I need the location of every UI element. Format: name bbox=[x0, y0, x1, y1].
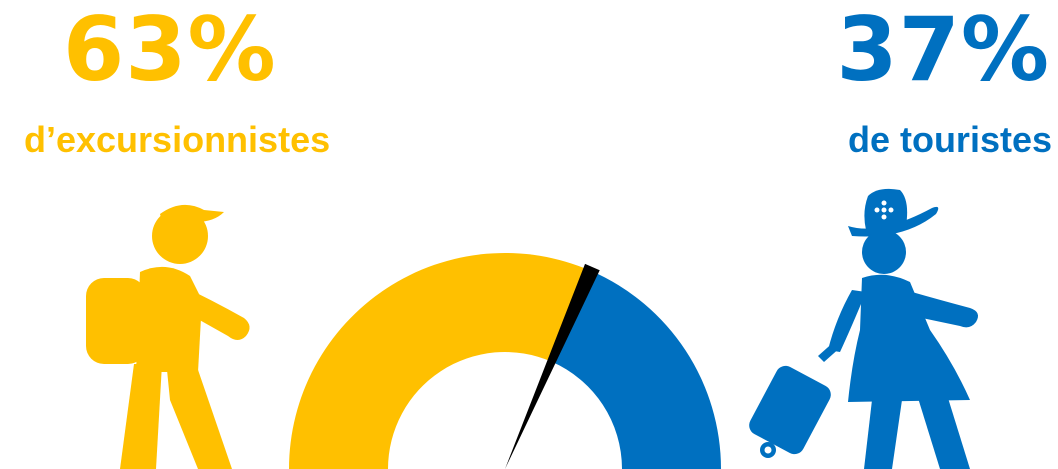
excursionists-label: d’excursionnistes bbox=[24, 119, 331, 160]
gauge bbox=[289, 253, 721, 469]
tourists-percent: 37% bbox=[836, 0, 1050, 101]
gauge-needle bbox=[505, 263, 600, 469]
gauge-segment-tourists bbox=[551, 270, 721, 469]
traveler-with-suitcase-icon bbox=[749, 188, 978, 469]
hat-flower-icon bbox=[874, 200, 894, 220]
hiker-with-backpack-icon bbox=[86, 204, 250, 469]
gauge-segment-excursionists bbox=[289, 253, 591, 469]
excursionists-percent: 63% bbox=[63, 0, 277, 101]
tourists-label: de touristes bbox=[847, 119, 1052, 160]
